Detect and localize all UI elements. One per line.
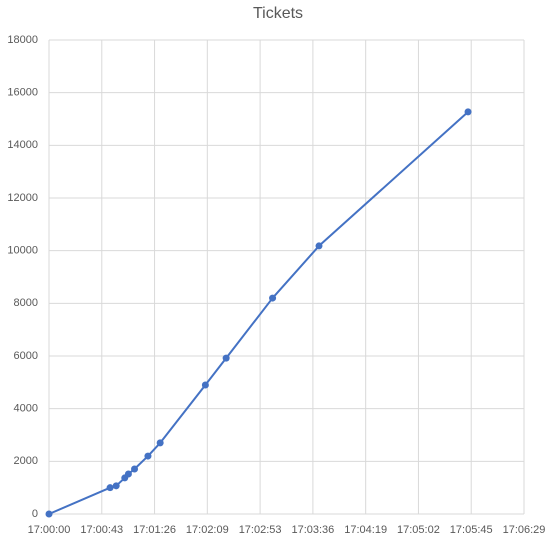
chart-title: Tickets — [253, 5, 303, 22]
x-tick-label: 17:05:02 — [397, 524, 440, 536]
x-tick-label: 17:00:43 — [80, 524, 123, 536]
y-tick-label: 18000 — [7, 34, 38, 46]
data-point — [201, 381, 209, 389]
data-point — [464, 108, 472, 116]
y-tick-label: 16000 — [7, 87, 38, 99]
data-point — [112, 482, 120, 490]
x-tick-label: 17:04:19 — [344, 524, 387, 536]
y-tick-label: 2000 — [14, 455, 38, 467]
x-tick-label: 17:03:36 — [291, 524, 334, 536]
data-point — [156, 439, 164, 447]
data-point — [106, 484, 114, 492]
y-tick-label: 14000 — [7, 139, 38, 151]
x-tick-label: 17:06:29 — [503, 524, 546, 536]
data-point — [269, 294, 277, 302]
y-tick-label: 0 — [32, 508, 38, 520]
x-tick-label: 17:02:53 — [239, 524, 282, 536]
y-tick-label: 6000 — [14, 350, 38, 362]
x-tick-label: 17:00:00 — [28, 524, 71, 536]
x-tick-label: 17:05:45 — [450, 524, 493, 536]
x-tick-label: 17:02:09 — [186, 524, 229, 536]
y-tick-label: 4000 — [14, 403, 38, 415]
data-point — [131, 465, 139, 473]
x-tick-label: 17:01:26 — [133, 524, 176, 536]
data-point — [315, 242, 323, 250]
data-point — [45, 510, 53, 518]
y-tick-label: 10000 — [7, 245, 38, 257]
data-point — [144, 452, 152, 460]
series-line — [48, 111, 469, 515]
data-point — [222, 354, 230, 362]
y-tick-label: 8000 — [14, 297, 38, 309]
y-tick-label: 12000 — [7, 192, 38, 204]
data-point — [124, 470, 132, 478]
